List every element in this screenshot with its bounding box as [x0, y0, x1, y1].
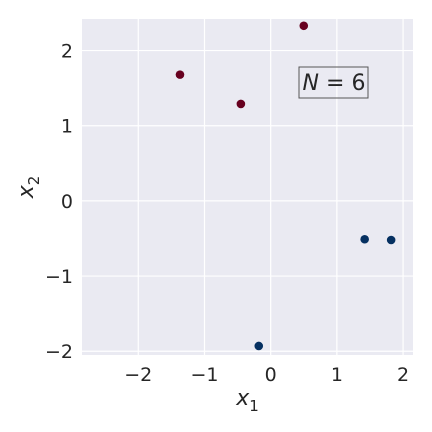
x-tick-label: −2: [124, 364, 152, 386]
annotation-text: N = 6: [303, 71, 366, 96]
x-tick-label: −1: [190, 364, 218, 386]
y-axis-label: x2: [14, 176, 43, 200]
x-axis-label: x1: [235, 386, 259, 415]
x-tick-label: 2: [397, 364, 409, 386]
y-axis-label-subscript: 2: [25, 176, 43, 186]
data-points: [175, 21, 396, 351]
data-point: [175, 70, 185, 79]
x-tick-label: 1: [331, 364, 343, 386]
y-tick-label: −1: [45, 266, 73, 288]
plot-area: [82, 19, 413, 355]
annotation-variable: N: [303, 71, 319, 96]
x-tick-labels: −2 −1 0 1 2: [124, 364, 409, 386]
y-tick-labels: −2 −1 0 1 2: [45, 41, 73, 364]
y-axis-label-base: x: [14, 184, 39, 199]
y-tick-label: 2: [61, 41, 73, 63]
data-point: [299, 21, 309, 31]
x-axis-label-subscript: 1: [249, 397, 259, 415]
annotation-equals: =: [319, 71, 351, 96]
annotation-box: [298, 66, 369, 99]
y-tick-label: 1: [61, 116, 73, 138]
y-tick-label: 0: [61, 191, 73, 213]
data-point: [360, 234, 369, 244]
grid-lines: [82, 19, 413, 355]
data-point: [236, 99, 246, 109]
data-point: [386, 235, 396, 245]
data-point: [254, 341, 264, 351]
x-axis-label-base: x: [235, 386, 250, 411]
y-tick-label: −2: [45, 341, 73, 363]
x-tick-label: 0: [265, 364, 277, 386]
annotation-value: 6: [351, 71, 365, 96]
sample-size-annotation: N = 6: [298, 66, 369, 99]
